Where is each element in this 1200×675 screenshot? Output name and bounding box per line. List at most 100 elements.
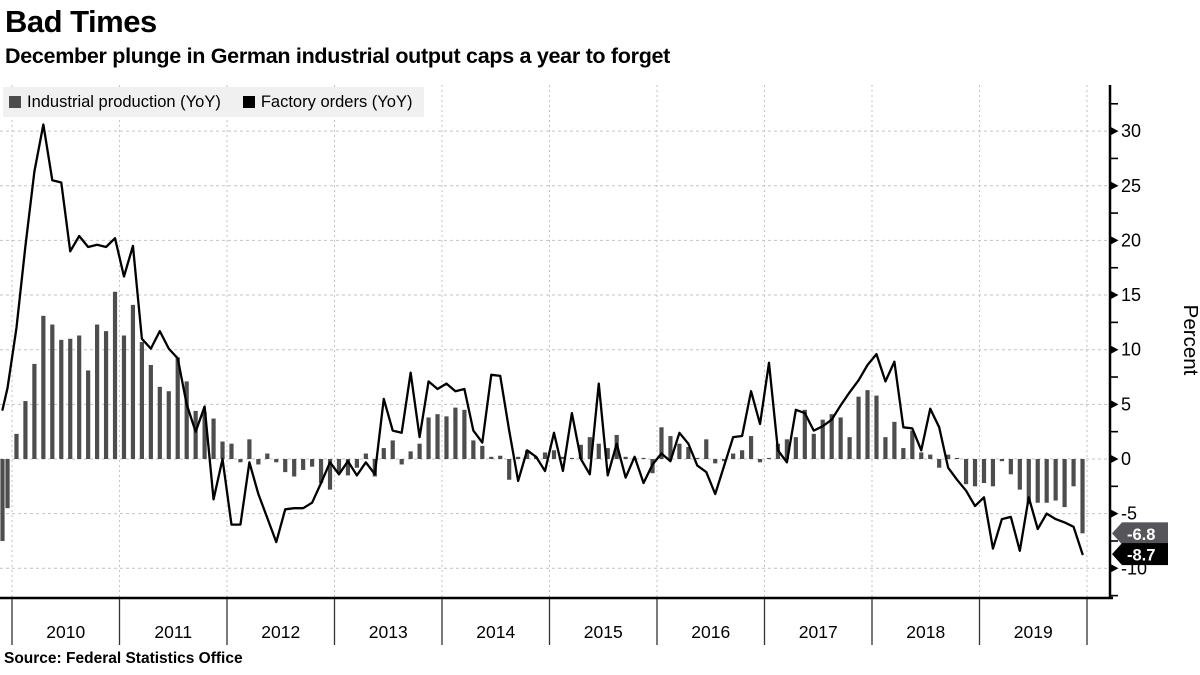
page-title: Bad Times bbox=[5, 4, 157, 39]
y-tick-label: 25 bbox=[1121, 176, 1141, 196]
industrial-production-bar bbox=[1017, 459, 1022, 490]
industrial-production-bar bbox=[901, 448, 906, 459]
industrial-production-bar bbox=[793, 437, 798, 459]
industrial-production-bar bbox=[310, 459, 315, 467]
industrial-production-bar bbox=[265, 453, 270, 459]
legend-item-factory-orders: Factory orders (YoY) bbox=[242, 93, 412, 112]
factory-orders-line bbox=[1, 123, 1084, 556]
industrial-production-bar bbox=[211, 418, 216, 459]
industrial-production-bar bbox=[874, 395, 879, 459]
industrial-production-bar bbox=[0, 459, 5, 541]
industrial-production-bar bbox=[86, 370, 91, 459]
industrial-production-bar bbox=[32, 363, 37, 459]
industrial-production-bar bbox=[1080, 459, 1085, 534]
industrial-production-bar bbox=[345, 459, 351, 476]
industrial-production-bar bbox=[157, 386, 162, 459]
x-year-label: 2013 bbox=[369, 622, 408, 642]
industrial-production-bar bbox=[766, 457, 772, 459]
industrial-production-bar bbox=[856, 396, 861, 459]
industrial-production-bar bbox=[847, 437, 852, 459]
industrial-production-bar bbox=[892, 421, 897, 459]
industrial-production-bar bbox=[1053, 459, 1058, 501]
y-tick-label: 15 bbox=[1121, 285, 1141, 305]
industrial-production-bar bbox=[444, 416, 449, 459]
x-year-label: 2019 bbox=[1014, 622, 1053, 642]
y-axis-major-tick bbox=[1110, 399, 1119, 409]
industrial-production-bar bbox=[946, 454, 951, 459]
industrial-production-bar bbox=[605, 448, 610, 459]
industrial-production-bar bbox=[677, 443, 682, 459]
industrial-production-bar bbox=[713, 459, 718, 464]
x-year-label: 2015 bbox=[584, 622, 623, 642]
industrial-production-bar bbox=[283, 459, 288, 473]
industrial-production-bar bbox=[623, 456, 628, 459]
industrial-production-bar bbox=[731, 453, 736, 459]
industrial-production-bar bbox=[507, 459, 512, 480]
y-axis-major-tick bbox=[1110, 509, 1119, 519]
industrial-production-bar bbox=[166, 391, 171, 459]
industrial-production-bar bbox=[928, 454, 933, 459]
industrial-production-bar bbox=[390, 440, 395, 459]
industrial-production-bar bbox=[516, 456, 521, 459]
industrial-production-bar bbox=[23, 401, 28, 459]
industrial-production-bar bbox=[256, 459, 261, 465]
x-year-label: 2017 bbox=[799, 622, 838, 642]
x-year-label: 2018 bbox=[906, 622, 945, 642]
industrial-production-bar bbox=[193, 410, 198, 459]
industrial-production-bar bbox=[784, 439, 789, 459]
industrial-production-bar bbox=[955, 457, 960, 459]
page-subtitle: December plunge in German industrial out… bbox=[5, 44, 671, 68]
industrial-production-bar bbox=[525, 450, 530, 459]
industrial-production-bar bbox=[1008, 459, 1013, 475]
industrial-production-bar bbox=[1071, 459, 1076, 487]
industrial-production-bar bbox=[112, 291, 118, 459]
industrial-production-bar bbox=[202, 412, 207, 459]
industrial-production-bar bbox=[740, 450, 745, 459]
industrial-production-bar bbox=[363, 453, 368, 459]
value-badge bbox=[1122, 543, 1168, 566]
industrial-production-bar bbox=[480, 445, 485, 459]
industrial-production-bar bbox=[426, 417, 431, 459]
industrial-production-bar bbox=[560, 456, 566, 459]
industrial-production-bar bbox=[1035, 459, 1040, 503]
industrial-production-bar bbox=[435, 414, 440, 459]
industrial-production-bar bbox=[757, 459, 763, 463]
industrial-production-bar bbox=[748, 436, 754, 459]
value-badge bbox=[1122, 522, 1168, 545]
industrial-production-bar bbox=[1026, 459, 1031, 504]
industrial-production-bar bbox=[542, 452, 548, 459]
y-tick-label: -5 bbox=[1121, 504, 1137, 524]
industrial-production-bar bbox=[811, 433, 816, 459]
value-badge-label: -6.8 bbox=[1127, 526, 1155, 544]
industrial-production-bar bbox=[95, 324, 100, 459]
chart-legend: Industrial production (YoY) Factory orde… bbox=[3, 87, 425, 117]
industrial-production-bar bbox=[184, 381, 189, 459]
industrial-production-bar bbox=[292, 459, 297, 477]
line-series-swatch-icon bbox=[242, 96, 255, 108]
industrial-production-bar bbox=[327, 459, 333, 490]
industrial-production-bar bbox=[498, 455, 503, 459]
industrial-production-bar bbox=[722, 459, 727, 462]
industrial-production-bar bbox=[453, 407, 458, 459]
industrial-production-bar bbox=[68, 338, 73, 459]
industrial-production-bar bbox=[489, 456, 494, 459]
industrial-production-bar bbox=[972, 459, 978, 487]
industrial-production-bar bbox=[14, 433, 19, 459]
industrial-production-bar bbox=[1062, 459, 1067, 508]
y-axis-title: Percent bbox=[1179, 305, 1200, 376]
industrial-production-bar bbox=[318, 459, 324, 484]
industrial-production-bar bbox=[175, 357, 180, 459]
industrial-production-bar bbox=[301, 459, 306, 470]
industrial-production-bar bbox=[59, 339, 64, 459]
industrial-production-bar bbox=[578, 444, 583, 459]
industrial-production-bar bbox=[381, 448, 386, 459]
industrial-production-bar bbox=[1044, 459, 1049, 503]
industrial-production-bar bbox=[139, 342, 144, 459]
industrial-production-bar bbox=[50, 324, 55, 459]
industrial-production-bar bbox=[919, 452, 924, 459]
y-axis-major-tick bbox=[1110, 454, 1119, 464]
industrial-production-bar bbox=[41, 315, 46, 459]
industrial-production-bar bbox=[865, 390, 870, 459]
x-year-label: 2011 bbox=[154, 622, 192, 642]
